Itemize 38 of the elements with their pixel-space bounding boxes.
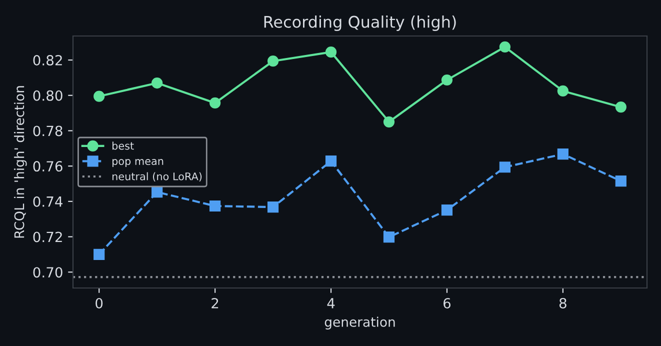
point (152, 77, 163, 89)
x-tick-label: 4 (327, 298, 335, 308)
point (383, 232, 395, 243)
point (152, 186, 163, 198)
y-tick-label: 0.72 (33, 232, 62, 242)
y-tick-label: 0.80 (33, 90, 62, 101)
legend-label: neutral (no LoRA) (112, 172, 202, 182)
point (615, 101, 626, 113)
point (441, 74, 453, 86)
y-tick-label: 0.82 (33, 55, 62, 66)
point (267, 56, 279, 67)
x-tick-label: 8 (559, 298, 566, 308)
point (615, 176, 626, 187)
legend-label: best (112, 142, 134, 150)
legend-label: pop mean (112, 159, 164, 168)
x-tick-label: 2 (212, 298, 218, 308)
y-tick-label: 0.74 (33, 196, 62, 207)
x-tick-label: 6 (444, 298, 451, 308)
point (441, 204, 453, 216)
y-tick-label: 0.78 (33, 126, 62, 136)
y-axis-title: RCQL in 'high' direction (14, 86, 27, 238)
chart-title: Recording Quality (high) (264, 16, 456, 31)
point (94, 248, 105, 260)
x-tick-label: 0 (96, 298, 103, 308)
point (557, 148, 568, 160)
point (499, 41, 511, 53)
point (557, 85, 568, 97)
y-tick-label: 0.76 (33, 161, 62, 172)
x-axis-title: generation (324, 316, 395, 330)
point (94, 90, 105, 102)
y-tick-label: 0.70 (33, 267, 62, 278)
point (325, 46, 337, 58)
point (209, 97, 221, 109)
point (383, 116, 395, 128)
point (209, 200, 221, 212)
point (325, 156, 337, 167)
point (267, 202, 279, 213)
point (499, 162, 511, 173)
